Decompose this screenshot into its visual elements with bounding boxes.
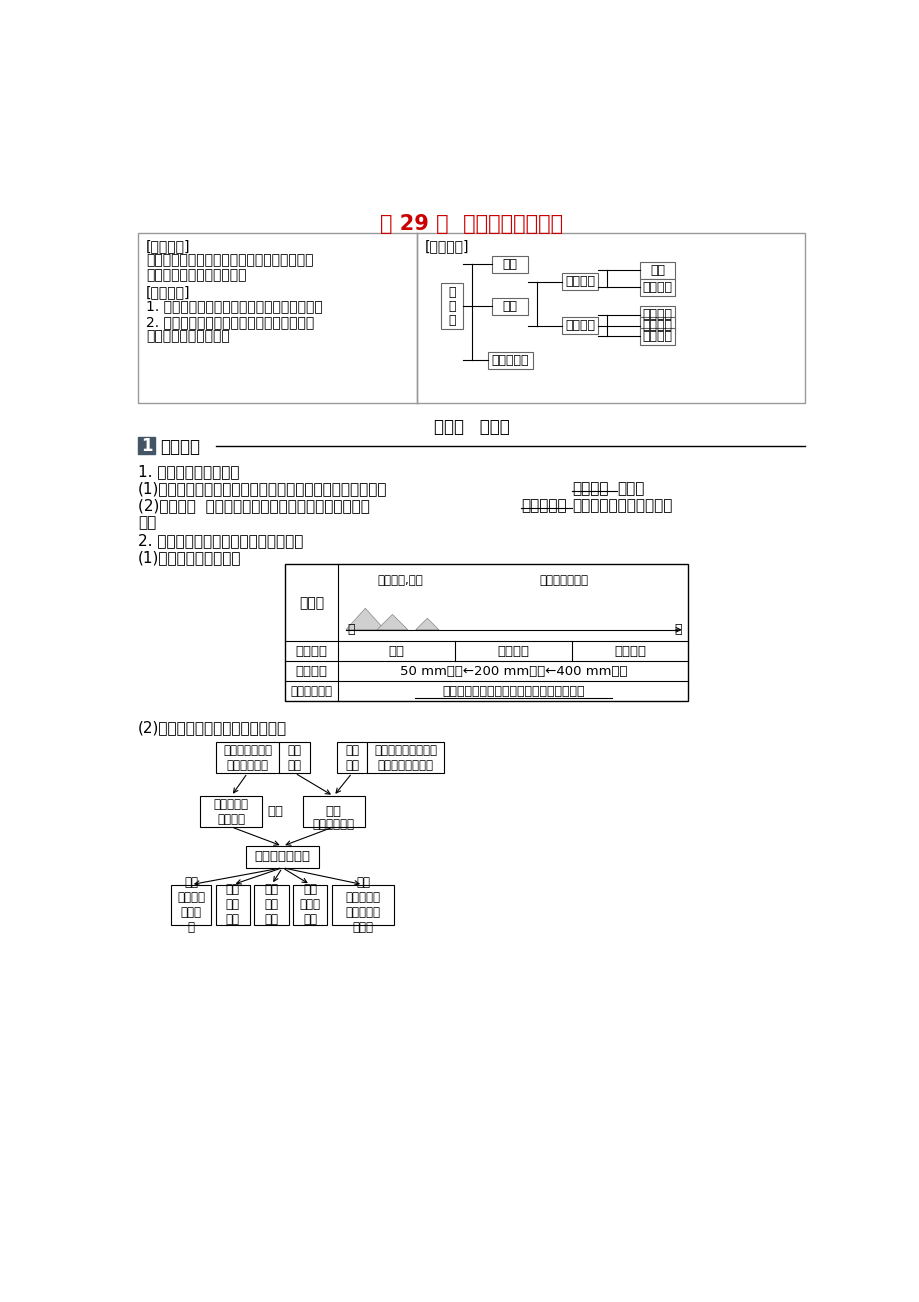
Text: 自东向西土地的自然产出和载畜量逐渐减少: 自东向西土地的自然产出和载畜量逐渐减少 xyxy=(442,685,584,698)
Bar xyxy=(216,884,250,924)
Text: 外因: 外因 xyxy=(267,805,283,818)
Text: 河流
多内
流河: 河流 多内 流河 xyxy=(265,883,278,926)
Text: [思维导图]: [思维导图] xyxy=(425,240,469,254)
Bar xyxy=(492,298,528,315)
Bar xyxy=(279,742,310,773)
Bar xyxy=(487,352,532,368)
Bar xyxy=(255,884,289,924)
Bar xyxy=(367,742,444,773)
Text: 化。: 化。 xyxy=(138,516,156,530)
Text: 以高原和盆地为主，
地势较高，起伏大: 以高原和盆地为主， 地势较高，起伏大 xyxy=(374,743,437,772)
Text: 景观
以草原、
荒漠为
主: 景观 以草原、 荒漠为 主 xyxy=(176,876,205,934)
Text: 1. 掌握荒漠化的概念、形成原因和治理措施。: 1. 掌握荒漠化的概念、形成原因和治理措施。 xyxy=(146,299,323,314)
Text: 西: 西 xyxy=(347,624,355,637)
Bar xyxy=(562,318,597,335)
Bar xyxy=(562,273,597,290)
Text: (2)西北地区气候干旱的原因及体现: (2)西北地区气候干旱的原因及体现 xyxy=(138,720,287,736)
Bar xyxy=(285,564,687,702)
Text: 深居亚欧大陆内
部，距海遥远: 深居亚欧大陆内 部，距海遥远 xyxy=(222,743,272,772)
Text: 内因: 内因 xyxy=(325,806,341,819)
Bar xyxy=(171,884,210,924)
Text: 温带草原: 温带草原 xyxy=(614,644,645,658)
Bar xyxy=(138,233,804,402)
Text: 地形
地势: 地形 地势 xyxy=(345,743,358,772)
Text: 区域存在的环境与发展问题及其产生的危害，: 区域存在的环境与发展问题及其产生的危害， xyxy=(146,254,313,267)
Polygon shape xyxy=(415,618,438,630)
Text: 青藏高原的
阻挡作用: 青藏高原的 阻挡作用 xyxy=(213,798,248,825)
Text: 气候
大陆
性强: 气候 大陆 性强 xyxy=(225,883,240,926)
Bar xyxy=(245,846,319,867)
Text: 干旱: 干旱 xyxy=(650,264,664,277)
Text: 示意图: 示意图 xyxy=(299,596,324,609)
Text: 荒: 荒 xyxy=(448,286,456,299)
Bar xyxy=(640,306,674,323)
Text: 化: 化 xyxy=(448,314,456,327)
Text: 农业
灌溉农业、
绿洲农业、
畜牧业: 农业 灌溉农业、 绿洲农业、 畜牧业 xyxy=(346,876,380,934)
Polygon shape xyxy=(377,615,407,630)
Bar xyxy=(640,262,674,279)
Text: 漠: 漠 xyxy=(448,299,456,312)
Bar xyxy=(441,284,462,329)
Bar xyxy=(302,796,364,827)
Text: 气候异常: 气候异常 xyxy=(641,281,672,294)
Bar xyxy=(216,742,279,773)
Text: 基础落实: 基础落实 xyxy=(160,437,199,456)
Bar xyxy=(640,328,674,345)
Text: 年降水量: 年降水量 xyxy=(296,665,327,678)
Text: 放牧骆驼,山羊: 放牧骆驼,山羊 xyxy=(377,574,422,587)
Bar xyxy=(640,318,674,335)
Text: (1)含义：发生在干旱、半干旱地区及一些半湿润地区的一种: (1)含义：发生在干旱、半干旱地区及一些半湿润地区的一种 xyxy=(138,482,387,496)
Text: 过度放牧: 过度放牧 xyxy=(641,319,672,332)
Bar xyxy=(200,796,262,827)
Text: 地貌
多风沙
地貌: 地貌 多风沙 地貌 xyxy=(300,883,321,926)
Bar xyxy=(138,437,155,454)
Text: 土地生产能力: 土地生产能力 xyxy=(290,685,333,698)
Bar xyxy=(337,742,367,773)
Text: 对策和措施: 对策和措施 xyxy=(491,354,528,367)
Polygon shape xyxy=(346,608,384,630)
Text: 以及有关的治理保护措施。: 以及有关的治理保护措施。 xyxy=(146,268,246,283)
Text: 过度开垦: 过度开垦 xyxy=(641,329,672,342)
Text: [考纲解读]: [考纲解读] xyxy=(146,285,190,299)
Text: 放牧马、牛、羊: 放牧马、牛、羊 xyxy=(539,574,588,587)
Bar xyxy=(293,884,327,924)
Text: 荒漠: 荒漠 xyxy=(388,644,404,658)
Text: (2)主要表现  耕地退化、草地退化、林地退化而引起的: (2)主要表现 耕地退化、草地退化、林地退化而引起的 xyxy=(138,499,369,513)
Text: 第 29 讲  荒漠化与水土流失: 第 29 讲 荒漠化与水土流失 xyxy=(380,214,562,234)
Text: 自然因素: 自然因素 xyxy=(564,275,595,288)
Text: 、石质荒漠化和次生盐漠: 、石质荒漠化和次生盐漠 xyxy=(572,499,672,513)
Text: 50 mm以下←200 mm以下←400 mm以下: 50 mm以下←200 mm以下←400 mm以下 xyxy=(399,665,627,678)
Bar xyxy=(640,279,674,296)
Text: 干旱为主的气候: 干旱为主的气候 xyxy=(255,850,310,863)
Text: 地理
位置: 地理 位置 xyxy=(288,743,301,772)
Text: 土地沙漠化: 土地沙漠化 xyxy=(520,499,566,513)
Text: 2. 理解不同地区荒漠化产生的自然原因、人: 2. 理解不同地区荒漠化产生的自然原因、人 xyxy=(146,315,314,329)
Text: 1: 1 xyxy=(141,436,153,454)
Text: 植被景观: 植被景观 xyxy=(296,644,327,658)
Bar xyxy=(332,884,393,924)
Text: 1. 荒漠化的含义及表现: 1. 荒漠化的含义及表现 xyxy=(138,465,240,479)
Text: [最新考纲]: [最新考纲] xyxy=(146,240,190,254)
Text: 水汽难以到达: 水汽难以到达 xyxy=(312,818,354,831)
Text: 东: 东 xyxy=(674,624,682,637)
Bar xyxy=(492,255,528,272)
Text: 2. 我国西北地区以干旱为主的自然特征: 2. 我国西北地区以干旱为主的自然特征 xyxy=(138,534,303,548)
Text: 现象。: 现象。 xyxy=(617,482,644,496)
Text: 概念: 概念 xyxy=(502,258,517,271)
Text: 为原因及其防治措施。: 为原因及其防治措施。 xyxy=(146,328,230,342)
Text: 形成: 形成 xyxy=(502,299,517,312)
Text: 考点一   荒漠化: 考点一 荒漠化 xyxy=(433,418,509,436)
Text: (1)西北地区的东西差异: (1)西北地区的东西差异 xyxy=(138,551,242,565)
Text: 荒漠草原: 荒漠草原 xyxy=(497,644,528,658)
Text: 土地退化: 土地退化 xyxy=(572,482,608,496)
Text: 过度樵采: 过度樵采 xyxy=(641,309,672,322)
Text: 人为因素: 人为因素 xyxy=(564,319,595,332)
